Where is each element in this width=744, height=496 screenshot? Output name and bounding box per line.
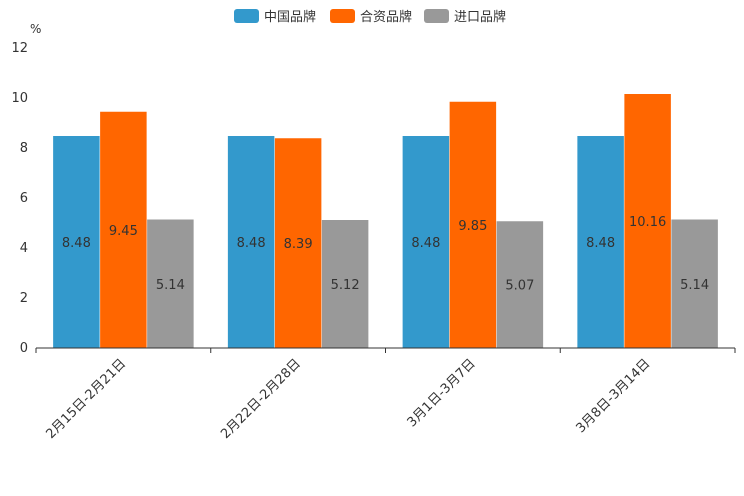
bar-value-label: 8.48 [586,236,615,251]
x-tick-label: 2月22日-2月28日 [218,356,304,442]
y-tick-label: 8 [20,141,28,156]
bar [100,111,147,348]
legend-swatch [234,9,259,23]
y-tick-label: 0 [20,341,28,356]
bar [53,136,100,348]
bar-value-label: 5.14 [680,278,709,293]
y-tick-label: 12 [11,41,28,56]
bar-value-label: 5.14 [156,278,185,293]
bar [274,138,322,348]
bar-value-label: 8.39 [284,237,313,252]
bar-value-label: 8.48 [62,236,91,251]
y-tick-label: 2 [20,291,28,306]
bars [53,94,718,348]
bar [577,136,624,348]
x-tick-label: 3月1日-3月7日 [405,356,479,430]
y-axis: 0 2 4 6 8 10 12 [11,41,28,356]
y-tick-label: 4 [20,241,28,256]
y-axis-unit: % [30,22,41,36]
legend-label: 进口品牌 [454,9,506,25]
bar [147,219,194,348]
y-tick-label: 6 [20,191,28,206]
x-tick-label: 3月8日-3月14日 [574,356,654,436]
legend-label: 合资品牌 [360,9,412,25]
bar-value-label: 8.48 [411,236,440,251]
bar-value-label: 9.85 [458,219,487,234]
bar-value-label: 5.07 [505,279,534,294]
bar-value-label: 9.45 [109,224,138,239]
value-labels: 8.48 9.45 5.14 8.48 8.39 5.12 8.48 9.85 5.07 8.48… [62,215,709,294]
legend-label: 中国品牌 [264,9,316,25]
bar [227,136,275,348]
bar [402,136,450,348]
x-axis: 2月15日-2月21日 2月22日-2月28日 3月1日-3月7日 3月8日-3月14… [35,348,736,442]
x-tick-label: 2月15日-2月21日 [43,356,129,442]
bar-value-label: 5.12 [331,278,360,293]
bar-value-label: 10.16 [629,215,666,230]
bar [671,219,718,348]
bar-value-label: 8.48 [237,236,266,251]
legend-swatch [424,9,449,23]
bar [496,221,544,348]
bar [321,220,369,348]
legend: 中国品牌 合资品牌 进口品牌 [234,9,506,25]
y-tick-label: 10 [11,91,28,106]
bar [449,101,497,348]
bar [624,94,671,348]
legend-swatch [330,9,355,23]
